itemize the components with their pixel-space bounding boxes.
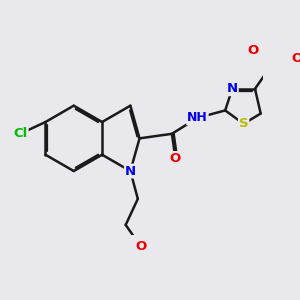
Text: NH: NH — [187, 111, 208, 124]
Text: O: O — [135, 240, 146, 253]
Text: Cl: Cl — [14, 127, 28, 140]
Text: N: N — [227, 82, 238, 95]
Text: N: N — [125, 165, 136, 178]
Text: S: S — [239, 117, 248, 130]
Text: O: O — [170, 152, 181, 165]
Text: O: O — [248, 44, 259, 57]
Text: O: O — [291, 52, 300, 65]
